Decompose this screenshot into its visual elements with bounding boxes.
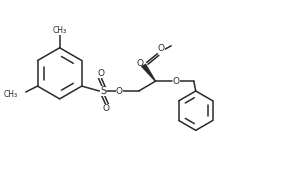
Text: O: O bbox=[136, 59, 143, 68]
Text: O: O bbox=[103, 104, 110, 113]
Polygon shape bbox=[142, 64, 155, 81]
Text: S: S bbox=[100, 86, 106, 96]
Text: O: O bbox=[158, 44, 165, 53]
Text: O: O bbox=[173, 77, 179, 86]
Text: O: O bbox=[116, 86, 123, 95]
Text: O: O bbox=[98, 69, 105, 78]
Text: CH₃: CH₃ bbox=[4, 91, 18, 99]
Text: CH₃: CH₃ bbox=[53, 26, 67, 35]
